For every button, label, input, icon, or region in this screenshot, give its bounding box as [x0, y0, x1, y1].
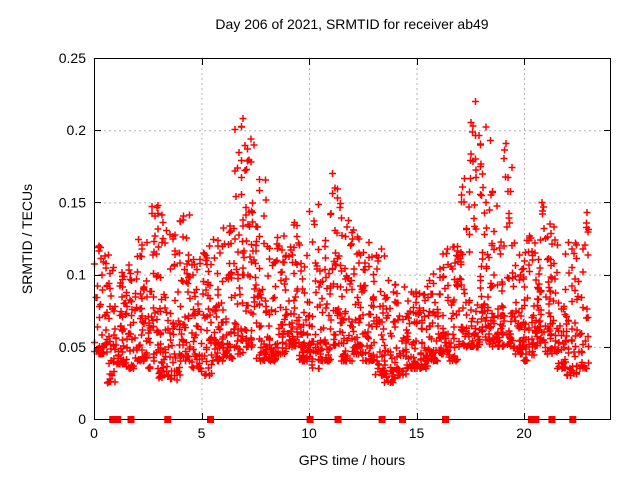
chart-title: Day 206 of 2021, SRMTID for receiver ab4… [215, 16, 489, 32]
gridlines [94, 58, 610, 419]
x-axis-label: GPS time / hours [298, 452, 406, 468]
x-tick-label: 5 [198, 425, 206, 441]
axis-ticks [94, 58, 610, 420]
x-tick-label: 15 [409, 425, 425, 441]
plot-border [94, 58, 611, 420]
y-tick-label: 0.1 [67, 267, 87, 283]
x-tick-label: 0 [90, 425, 98, 441]
y-tick-label: 0.25 [59, 50, 86, 66]
y-tick-label: 0.2 [67, 122, 87, 138]
y-tick-label: 0 [78, 411, 86, 427]
y-tick-label: 0.05 [59, 339, 86, 355]
x-tick-label: 10 [301, 425, 317, 441]
x-tick-label: 20 [516, 425, 532, 441]
data-points [91, 98, 592, 387]
y-tick-label: 0.15 [59, 194, 86, 210]
